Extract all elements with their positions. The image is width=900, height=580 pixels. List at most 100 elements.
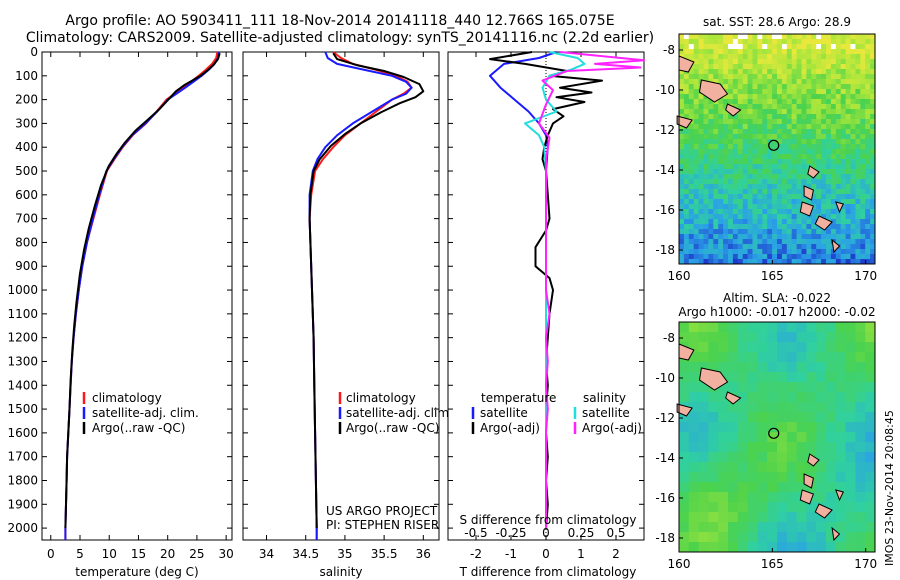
sst-map-cell [737, 84, 744, 90]
sst-map-cell [742, 239, 748, 245]
sst-map-cell [679, 254, 685, 260]
sla-map-cell [737, 492, 748, 503]
sst-map-cell [757, 69, 763, 75]
sst-map-cell [757, 229, 763, 235]
sst-map-cell [718, 54, 724, 60]
sst-map-cell [855, 164, 861, 170]
sst-map-cell [747, 44, 753, 50]
sst-map-cell [855, 189, 861, 195]
sst-map-cell [703, 239, 709, 245]
sst-map-cell [723, 254, 729, 260]
sst-map-cell [679, 39, 685, 45]
sst-map-cell [718, 179, 724, 185]
sla-map-cell [796, 532, 807, 543]
sla-map-cell [728, 422, 739, 433]
sst-map-cell [806, 214, 812, 220]
sla-map-cell [777, 392, 788, 403]
sla-map-cell [757, 442, 768, 453]
sst-map-cell [786, 94, 793, 100]
sla-map-cell [747, 472, 758, 483]
sla-map-cell [777, 532, 788, 543]
sst-map-cell [806, 79, 812, 85]
sst-map-cell [777, 174, 783, 180]
sst-map-cell [718, 144, 724, 150]
sst-map-cell [703, 194, 709, 200]
sst-map-cell [777, 109, 783, 115]
sst-map-cell [845, 169, 851, 175]
sst-map-cell [767, 49, 773, 55]
sst-map-cell [850, 199, 856, 205]
sst-map-cell [688, 109, 695, 115]
sst-map-cell [772, 114, 778, 120]
sst-map-cell [850, 64, 856, 70]
sst-map-cell [840, 74, 846, 80]
sst-map-cell [683, 129, 690, 135]
sst-map-cell [840, 89, 846, 95]
sst-map-y-tick-label: -10 [655, 83, 675, 97]
sst-map-cell [786, 99, 793, 105]
sst-map-cell [816, 254, 822, 260]
sst-map-cell [728, 254, 734, 260]
sst-map-cell [747, 144, 753, 150]
sst-map-cell [693, 74, 699, 80]
sla-map-cell [688, 442, 699, 453]
sst-map-cell [870, 34, 876, 40]
sst-map-cell [698, 259, 704, 265]
sla-map-cell [698, 502, 709, 513]
sla-map-cell [747, 502, 758, 513]
sst-map-cell [683, 149, 690, 155]
sst-map-cell [826, 54, 832, 60]
sst-map-cell [850, 234, 856, 240]
sst-map-cell [747, 149, 753, 155]
sst-map-cell [791, 109, 797, 115]
temperature-x-tick-label: 15 [131, 547, 146, 561]
sst-map-cell [747, 229, 753, 235]
sst-map-cell [728, 259, 734, 265]
sst-map-cell [693, 34, 699, 40]
sst-map-cell [786, 54, 793, 60]
sla-map-cell [718, 482, 729, 493]
sst-map-cell [796, 254, 802, 260]
sst-map-cell [772, 69, 778, 75]
sst-map-cell [850, 159, 856, 165]
sst-map-cell [688, 94, 695, 100]
sla-map-cell [698, 422, 709, 433]
sst-map-cell [693, 39, 699, 45]
sla-map-cell [806, 532, 817, 543]
sst-map-cell [683, 134, 690, 140]
sst-map-cell [791, 39, 797, 45]
sst-map-cell [821, 119, 827, 125]
sst-map-cell [806, 154, 812, 160]
sst-map-cell [703, 44, 709, 50]
sst-map-cell [772, 194, 778, 200]
sst-map-cell [713, 114, 719, 120]
sla-map-cell [865, 322, 876, 333]
sst-map-missing-cell [816, 44, 822, 50]
sst-map-cell [732, 234, 739, 240]
sst-map-cell [723, 139, 729, 145]
sla-map-cell [865, 392, 876, 403]
sst-map-cell [732, 154, 739, 160]
sst-map-cell [860, 209, 866, 215]
sst-map-cell [791, 89, 797, 95]
sst-map-cell [772, 59, 778, 65]
sst-map-cell [732, 254, 739, 260]
sst-map-cell [826, 259, 832, 265]
sst-map-cell [796, 244, 802, 250]
sla-map-cell [688, 472, 699, 483]
sla-map-cell [747, 392, 758, 403]
sst-map-cell [811, 224, 817, 230]
salinity-series-line-2 [308, 52, 425, 529]
sst-map-cell [865, 134, 871, 140]
sst-map-cell [821, 89, 827, 95]
sst-map-y-tick-label: -12 [655, 123, 675, 137]
sst-map-cell [786, 64, 793, 70]
sst-map-cell [850, 124, 856, 130]
sst-map-cell [811, 69, 817, 75]
sla-map-cell [757, 532, 768, 543]
sla-map-cell [737, 452, 748, 463]
sst-map-cell [742, 209, 748, 215]
sla-map-x-tick-label: 170 [854, 557, 877, 571]
sst-map-cell [742, 74, 748, 80]
sst-map-cell [850, 229, 856, 235]
